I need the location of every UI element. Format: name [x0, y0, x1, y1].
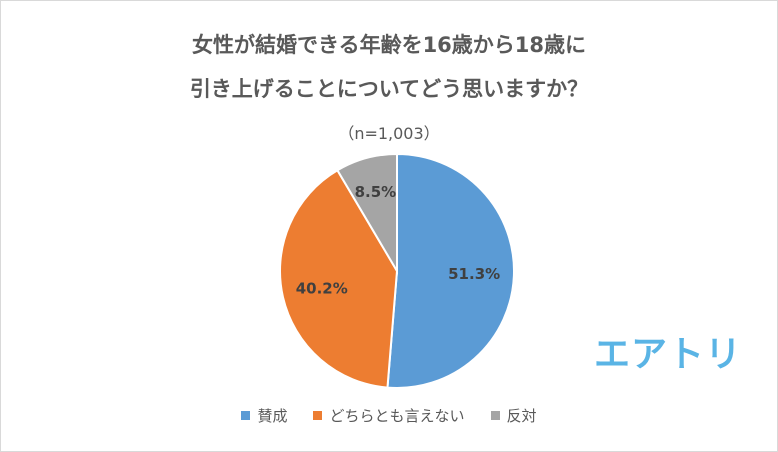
legend-label-neutral: どちらとも言えない [329, 407, 465, 425]
data-label-neutral: 40.2% [296, 279, 348, 297]
chart-title-line-2: 引き上げることについてどう思いますか？ [189, 77, 589, 101]
airtrip-logo: エアトリ [594, 334, 743, 375]
data-label-agree: 51.3% [448, 265, 500, 283]
pie-slice-disagree [336, 152, 398, 275]
legend-item-neutral: どちらとも言えない [313, 405, 465, 426]
legend-label-agree: 賛成 [257, 407, 288, 425]
legend-label-disagree: 反対 [506, 407, 537, 425]
legend-item-agree: 賛成 [241, 405, 287, 426]
legend-swatch-agree [241, 411, 251, 420]
data-label-disagree: 8.5% [355, 183, 397, 201]
legend-swatch-disagree [490, 411, 500, 420]
chart-legend: 賛成 どちらとも言えない 反対 [1, 405, 777, 426]
pie-slice-neutral [279, 168, 399, 389]
pie-slice-agree [386, 152, 515, 389]
chart-title: 女性が結婚できる年齢を16歳から18歳に 引き上げることについてどう思いますか？ [1, 23, 777, 111]
legend-swatch-neutral [313, 411, 323, 420]
chart-subtitle: （n=1,003） [338, 124, 440, 143]
legend-item-disagree: 反対 [490, 405, 537, 426]
chart-title-line-1: 女性が結婚できる年齢を16歳から18歳に [191, 33, 587, 57]
